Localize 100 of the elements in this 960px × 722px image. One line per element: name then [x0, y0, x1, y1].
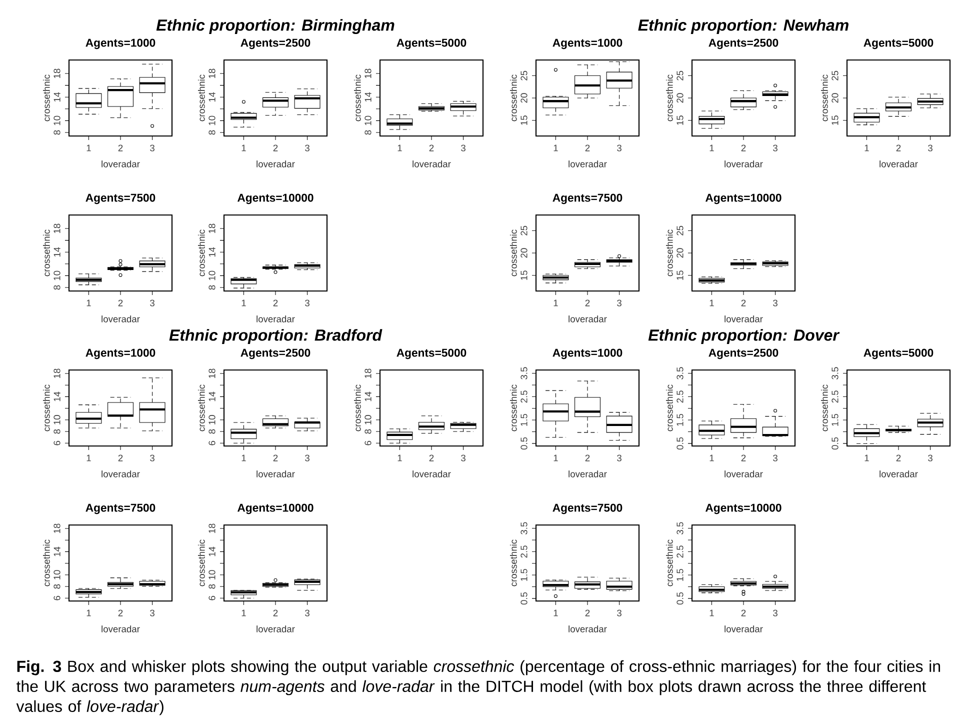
y-tick-label: 18	[208, 368, 216, 378]
y-axis-title: crossethnic	[43, 74, 50, 122]
x-axis-title: loveradar	[102, 470, 140, 478]
x-tick-label: 3	[617, 144, 622, 152]
x-tick-label: 3	[305, 454, 310, 462]
x-tick-label: 1	[864, 454, 869, 462]
x-axis-title: loveradar	[102, 315, 140, 322]
x-tick-label: 1	[242, 454, 246, 462]
y-tick-label: 14	[208, 247, 216, 257]
x-tick-label: 3	[773, 610, 778, 616]
y-tick-label: 25	[520, 70, 528, 80]
x-axis-title: loveradar	[102, 625, 140, 632]
y-tick-label: 8	[208, 130, 216, 135]
x-tick-label: 3	[773, 300, 778, 306]
y-tick-label: 8	[54, 285, 60, 290]
x-tick-label: 2	[585, 144, 590, 152]
x-tick-label: 3	[305, 144, 310, 152]
chart-title: Ethnic proportion: Bradford	[169, 329, 382, 344]
y-tick-label: 3.5	[520, 367, 528, 380]
x-tick-label: 1	[86, 144, 91, 152]
x-tick-label: 1	[710, 300, 714, 306]
x-tick-label: 2	[118, 610, 123, 616]
y-axis-title: crossethnic	[198, 540, 205, 586]
y-tick-label: 14	[54, 92, 60, 102]
y-tick-label: 18	[54, 68, 60, 78]
y-tick-label: 0.5	[832, 437, 838, 450]
x-axis-title: loveradar	[256, 470, 295, 478]
y-tick-label: 15	[676, 270, 684, 280]
chart-subtitle: Agents=10000	[706, 194, 782, 204]
y-axis-title: crossethnic	[510, 230, 517, 276]
y-tick-label: 10	[54, 415, 60, 424]
x-tick-label: 1	[86, 454, 91, 462]
y-tick-label: 25	[676, 70, 684, 80]
y-tick-label: 2.5	[832, 390, 838, 403]
x-axis-title: loveradar	[724, 470, 763, 478]
x-axis-title: loveradar	[568, 315, 607, 322]
y-axis-title: crossethnic	[666, 230, 673, 276]
y-tick-label: 14	[364, 92, 372, 102]
y-axis-title: crossethnic	[510, 540, 517, 586]
x-tick-label: 1	[554, 144, 558, 152]
y-tick-label: 18	[54, 368, 60, 378]
y-tick-label: 3.5	[676, 367, 684, 380]
y-tick-label: 18	[364, 68, 372, 78]
x-tick-label: 1	[864, 144, 869, 152]
y-tick-label: 20	[676, 93, 684, 103]
x-tick-label: 1	[242, 610, 246, 616]
x-tick-label: 3	[305, 610, 310, 616]
x-axis-title: loveradar	[256, 315, 295, 322]
y-tick-label: 8	[54, 429, 60, 434]
x-tick-label: 3	[150, 144, 154, 152]
y-axis-title: crossethnic	[821, 74, 828, 122]
y-tick-label: 10	[208, 415, 216, 424]
x-tick-label: 2	[273, 144, 278, 152]
y-tick-label: 14	[208, 392, 216, 402]
y-tick-label: 18	[208, 224, 216, 234]
x-tick-label: 3	[150, 300, 154, 306]
chart-subtitle: Agents=7500	[86, 194, 156, 204]
x-axis-title: loveradar	[256, 160, 295, 168]
x-tick-label: 2	[585, 610, 590, 616]
y-axis-title: crossethnic	[354, 384, 361, 432]
y-tick-label: 2.5	[676, 390, 684, 403]
x-axis-title: loveradar	[568, 160, 607, 168]
y-tick-label: 10	[208, 116, 216, 126]
y-tick-label: 10	[364, 116, 372, 126]
x-axis-title: loveradar	[880, 160, 918, 168]
x-tick-label: 2	[429, 454, 434, 462]
x-tick-label: 3	[150, 454, 154, 462]
x-tick-label: 1	[554, 454, 558, 462]
x-tick-label: 2	[896, 144, 901, 152]
chart-title: Ethnic proportion: Dover	[648, 329, 840, 344]
y-tick-label: 1.5	[676, 414, 684, 426]
y-tick-label: 8	[208, 429, 216, 434]
x-tick-label: 2	[118, 454, 123, 462]
x-tick-label: 3	[617, 610, 622, 616]
x-tick-label: 1	[710, 144, 714, 152]
y-tick-label: 10	[54, 570, 60, 580]
chart-subtitle: Agents=10000	[238, 504, 314, 514]
y-tick-label: 8	[364, 130, 372, 135]
x-axis-title: loveradar	[724, 160, 763, 168]
y-tick-label: 2.5	[676, 546, 684, 558]
x-tick-label: 1	[554, 610, 558, 616]
x-tick-label: 2	[741, 454, 746, 462]
chart-subtitle: Agents=10000	[706, 504, 782, 514]
y-axis-title: crossethnic	[43, 540, 50, 586]
y-tick-label: 20	[676, 248, 684, 258]
y-axis-title: crossethnic	[198, 384, 205, 432]
x-axis-title: loveradar	[724, 625, 763, 632]
y-axis-title: crossethnic	[821, 384, 828, 432]
y-tick-label: 20	[832, 93, 838, 103]
y-tick-label: 25	[832, 70, 838, 80]
x-tick-label: 2	[741, 144, 746, 152]
y-tick-label: 2.5	[520, 546, 528, 558]
y-tick-label: 8	[54, 584, 60, 589]
chart-subtitle: Agents=5000	[396, 38, 466, 50]
x-axis-title: loveradar	[102, 160, 140, 168]
chart-subtitle: Agents=1000	[552, 38, 622, 50]
x-axis-title: loveradar	[880, 470, 918, 478]
x-tick-label: 1	[398, 454, 402, 462]
x-tick-label: 2	[273, 610, 278, 616]
x-tick-label: 2	[585, 454, 590, 462]
